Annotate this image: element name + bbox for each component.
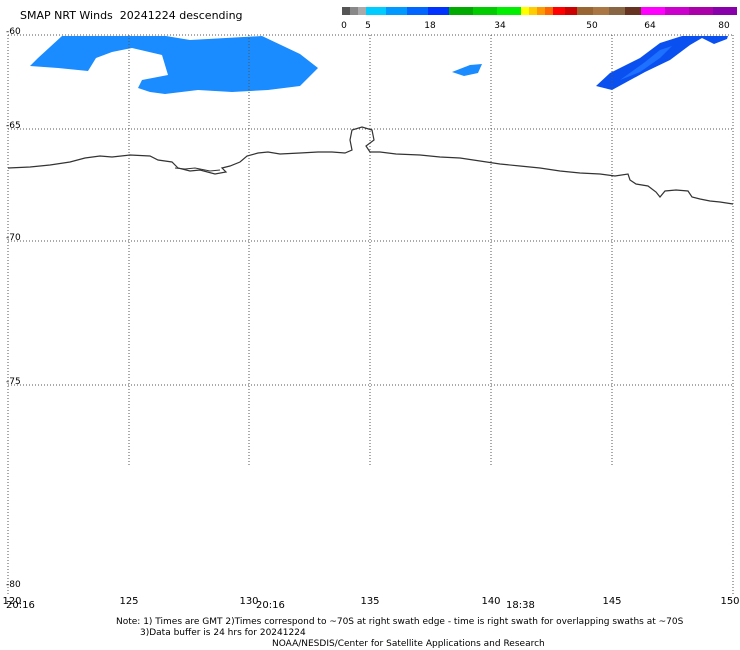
- colorbar-segment: [577, 7, 593, 15]
- lat-label-65: -65: [6, 121, 21, 131]
- colorbar-segment: [449, 7, 473, 15]
- note-line-3: NOAA/NESDIS/Center for Satellite Applica…: [272, 639, 545, 649]
- wind-speed-colorbar: [342, 7, 737, 15]
- colorbar-segment: [713, 7, 737, 15]
- colorbar-segment: [593, 7, 609, 15]
- lat-label-60: -60: [6, 27, 21, 37]
- note-line-2: 3)Data buffer is 24 hrs for 20241224: [140, 628, 306, 638]
- colorbar-segment: [609, 7, 625, 15]
- lat-label-80: -80: [6, 580, 21, 590]
- time-label-2: 20:16: [256, 600, 285, 611]
- colorbar-segment: [689, 7, 713, 15]
- lon-label-150: 150: [720, 596, 740, 607]
- lon-label-135: 135: [360, 596, 380, 607]
- wind-swath-right: [596, 36, 728, 90]
- colorbar-segment: [521, 7, 529, 15]
- lat-lon-grid: [7, 34, 734, 465]
- wind-swath-mid: [452, 64, 482, 76]
- wind-swath-left: [30, 36, 318, 94]
- colorbar-segment: [545, 7, 553, 15]
- colorbar-segment: [565, 7, 577, 15]
- wind-swath-right-light: [620, 46, 672, 80]
- colorbar-segment: [350, 7, 358, 15]
- colorbar-tick-label: 64: [644, 21, 656, 31]
- colorbar-segment: [342, 7, 350, 15]
- colorbar-segment: [529, 7, 537, 15]
- colorbar-tick-label: 5: [365, 21, 371, 31]
- lon-label-130: 130: [239, 596, 259, 607]
- time-label-3: 18:38: [506, 600, 535, 611]
- colorbar-tick-label: 18: [424, 21, 436, 31]
- map-title: SMAP NRT Winds 20241224 descending: [20, 9, 243, 22]
- colorbar-segment: [386, 7, 407, 15]
- antarctic-coastline: [7, 126, 734, 205]
- colorbar-segment: [553, 7, 565, 15]
- colorbar-tick-label: 80: [718, 21, 730, 31]
- lon-label-145: 145: [602, 596, 622, 607]
- note-line-1: Note: 1) Times are GMT 2)Times correspon…: [116, 617, 684, 627]
- colorbar-segment: [428, 7, 449, 15]
- colorbar-segment: [366, 7, 386, 15]
- colorbar-segment: [625, 7, 641, 15]
- lon-label-120: 120: [2, 596, 22, 607]
- colorbar-segment: [497, 7, 521, 15]
- colorbar-segment: [407, 7, 428, 15]
- lat-label-75: -75: [6, 377, 21, 387]
- colorbar-tick-label: 34: [494, 21, 506, 31]
- colorbar-segment: [473, 7, 497, 15]
- lon-label-125: 125: [119, 596, 139, 607]
- coastline-inlet: [174, 167, 221, 172]
- lat-label-70: -70: [6, 233, 21, 243]
- colorbar-segment: [358, 7, 366, 15]
- colorbar-tick-label: 0: [341, 21, 347, 31]
- colorbar-segment: [641, 7, 665, 15]
- colorbar-segment: [665, 7, 689, 15]
- colorbar-tick-label: 50: [586, 21, 598, 31]
- lon-label-140: 140: [481, 596, 501, 607]
- time-label-1: 20:16: [6, 600, 35, 611]
- colorbar-segment: [537, 7, 545, 15]
